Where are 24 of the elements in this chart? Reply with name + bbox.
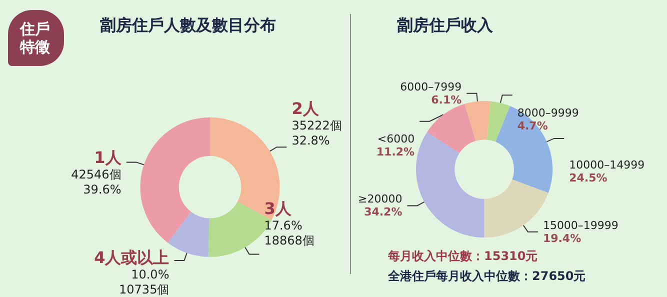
slice-label: 2人 bbox=[292, 99, 320, 118]
text: 全港住戶每月收入中位數：27650元 bbox=[387, 269, 586, 283]
text: 每月收入中位數：15310元 bbox=[387, 249, 538, 263]
data-label: 19.4% bbox=[542, 232, 582, 245]
data-label: 6.1% bbox=[431, 93, 462, 106]
data-label: 42546個 39.6% bbox=[71, 168, 122, 197]
data-label: 35222個 32.8% bbox=[292, 118, 342, 148]
slice-label: 1人 bbox=[94, 148, 122, 168]
chart-title: 劏房住戶人數及數目分布 bbox=[100, 16, 276, 34]
slice-label: <6000 bbox=[377, 132, 415, 146]
slice-label: 10000–14999 bbox=[569, 158, 645, 172]
slice-label: 15000–19999 bbox=[542, 218, 618, 232]
data-label: 34.2% bbox=[364, 206, 402, 219]
data-label: 11.2% bbox=[376, 145, 415, 158]
chart-title: 劏房住戶收入 bbox=[397, 16, 494, 34]
text: 住戶特徵 bbox=[19, 20, 51, 56]
slice-label: 4人或以上 bbox=[94, 248, 170, 267]
slice-label: 3人 bbox=[264, 199, 292, 218]
data-label: 24.5% bbox=[569, 171, 608, 184]
data-label: 17.6% 18868個 bbox=[264, 218, 314, 248]
slice-label: ≥20000 bbox=[358, 192, 402, 206]
data-label: 10.0% 10735個 bbox=[119, 268, 170, 296]
slice-label: 6000–7999 bbox=[400, 80, 462, 94]
slice-label: 8000–9999 bbox=[517, 106, 579, 120]
